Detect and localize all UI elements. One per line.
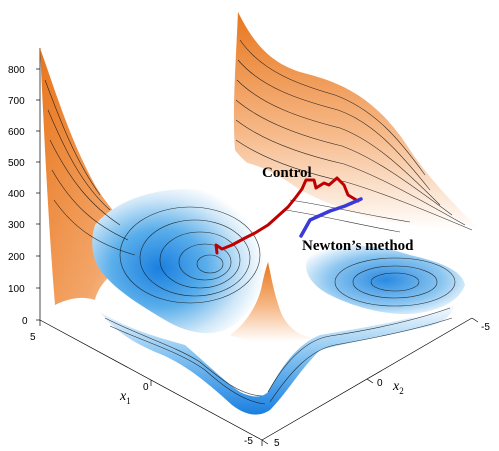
series-newton-path: [299, 197, 363, 238]
x1-axis-label-main: x: [119, 389, 127, 404]
z-tick-labels: 800 700 600 500 400 300 200 100 0: [8, 65, 28, 327]
z-tick-label: 400: [8, 189, 25, 200]
annotation-newton: Newton’s method: [302, 238, 414, 254]
x1-tick-label: 5: [30, 332, 36, 343]
x1-axis-label: x1: [119, 389, 131, 406]
x2-ticks: [261, 317, 479, 445]
series-control-path: [214, 176, 360, 255]
x2-tick-label: 5: [274, 438, 280, 449]
z-tick-label: 700: [8, 96, 25, 107]
x2-axis-label: x2: [392, 379, 404, 396]
x2-tick-label: 0: [377, 378, 383, 389]
surface-central-peak: [230, 262, 312, 342]
x2-axis-label-sub: 2: [399, 386, 404, 396]
x1-ticks: [39, 320, 263, 446]
x1-tick-label: 0: [143, 382, 149, 393]
z-tick-label: 600: [8, 127, 25, 138]
z-tick-label: 800: [8, 65, 25, 76]
z-tick-label: 100: [8, 284, 25, 295]
z-tick-label: 0: [22, 316, 28, 327]
x1-axis-label-sub: 1: [126, 396, 131, 406]
surface-front-rim: [100, 302, 455, 415]
annotation-control: Control: [262, 165, 312, 181]
z-ticks: [36, 68, 40, 321]
z-tick-label: 300: [8, 220, 25, 231]
surface-left-basin: [92, 189, 269, 334]
surface-back-ridge: [233, 12, 478, 230]
x2-axis-label-main: x: [392, 379, 400, 394]
surface-right-basin: [306, 245, 465, 315]
x1-tick-label: -5: [244, 436, 253, 447]
contour-lines: [44, 39, 473, 405]
x2-tick-label: -5: [481, 322, 490, 333]
z-tick-label: 500: [8, 158, 25, 169]
z-tick-label: 200: [8, 252, 25, 263]
